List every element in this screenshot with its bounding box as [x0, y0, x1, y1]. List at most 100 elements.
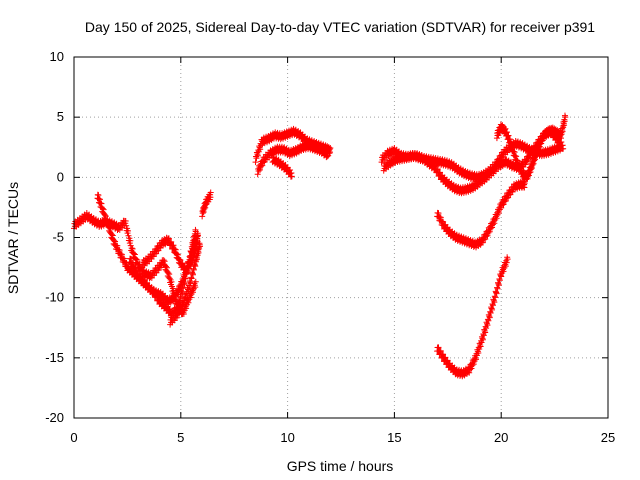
data-point [174, 311, 181, 318]
data-point [527, 168, 534, 175]
data-point [529, 161, 536, 168]
data-point [503, 195, 510, 202]
data-point [477, 343, 484, 350]
chart-title: Day 150 of 2025, Sidereal Day-to-day VTE… [85, 19, 595, 35]
series [434, 178, 528, 251]
data-point [489, 302, 496, 309]
data-point [176, 310, 183, 317]
data-point [193, 256, 200, 263]
data-point [561, 118, 568, 125]
data-point [495, 210, 502, 217]
data-point [190, 266, 197, 273]
data-point [491, 299, 498, 306]
data-point [177, 307, 184, 314]
data-point [526, 169, 533, 176]
data-point [177, 294, 184, 301]
data-point [470, 361, 477, 368]
data-point [482, 236, 489, 243]
y-tick-label: -15 [45, 350, 64, 365]
data-point [496, 277, 503, 284]
data-point [288, 173, 295, 180]
y-tick-label: 0 [57, 169, 64, 184]
data-point [475, 349, 482, 356]
x-tick-label: 0 [70, 430, 77, 445]
data-point [200, 209, 207, 216]
data-point [187, 280, 194, 287]
data-point [522, 161, 529, 168]
data-point [190, 271, 197, 278]
data-point [175, 288, 182, 295]
y-axis-label: SDTVAR / TECUs [5, 182, 21, 294]
data-point [498, 204, 505, 211]
data-point [562, 114, 569, 121]
y-tick-label: -20 [45, 410, 64, 425]
series [434, 254, 511, 380]
data-point [504, 256, 511, 263]
data-point [561, 122, 568, 129]
series [269, 154, 295, 180]
data-point [501, 198, 508, 205]
data-point [483, 325, 490, 332]
data-point [482, 329, 489, 336]
data-point [531, 157, 538, 164]
data-point [521, 180, 528, 187]
data-point [207, 189, 214, 196]
data-point [480, 332, 487, 339]
data-point [502, 198, 509, 205]
data-point [260, 159, 267, 166]
y-tick-label: -10 [45, 290, 64, 305]
data-point [178, 306, 185, 313]
data-point [174, 291, 181, 298]
data-point [185, 268, 192, 275]
data-point [183, 305, 190, 312]
data-point [499, 202, 506, 209]
data-point [559, 128, 566, 135]
plot-border [73, 56, 609, 419]
data-point [495, 282, 502, 289]
x-axis-label: GPS time / hours [287, 458, 394, 474]
data-point [181, 275, 188, 282]
x-tick-label: 10 [280, 430, 294, 445]
data-point [327, 144, 334, 151]
data-point [197, 243, 204, 250]
data-point [257, 146, 264, 153]
data-point [195, 249, 202, 256]
data-point [528, 166, 535, 173]
data-point [498, 273, 505, 280]
data-point [325, 152, 332, 159]
data-point [180, 310, 187, 317]
data-point [525, 155, 532, 162]
data-point [478, 339, 485, 346]
data-point [188, 275, 195, 282]
data-point [258, 142, 265, 149]
x-tick-label: 15 [387, 430, 401, 445]
data-point [503, 259, 510, 266]
data-point [533, 152, 540, 159]
data-point [494, 285, 501, 292]
data-point [467, 366, 474, 373]
data-point [190, 289, 197, 296]
data-point [257, 163, 264, 170]
data-point [486, 228, 493, 235]
data-point [179, 281, 186, 288]
data-point [525, 172, 532, 179]
data-point [534, 148, 541, 155]
data-point [535, 147, 542, 154]
data-point [500, 201, 507, 208]
data-point [254, 171, 261, 178]
data-point [192, 278, 199, 285]
data-point [489, 306, 496, 313]
data-point [185, 288, 192, 295]
x-tick-labels: 0 5 10 15 20 25 [70, 430, 615, 445]
data-point [530, 160, 537, 167]
data-point [186, 284, 193, 291]
data-point [529, 165, 536, 172]
data-point [524, 157, 531, 164]
data-point [479, 336, 486, 343]
data-point [466, 369, 473, 376]
data-point [500, 268, 507, 275]
data-point [172, 295, 179, 302]
data-point [173, 314, 180, 321]
data-point [560, 145, 567, 152]
data-point [487, 310, 494, 317]
